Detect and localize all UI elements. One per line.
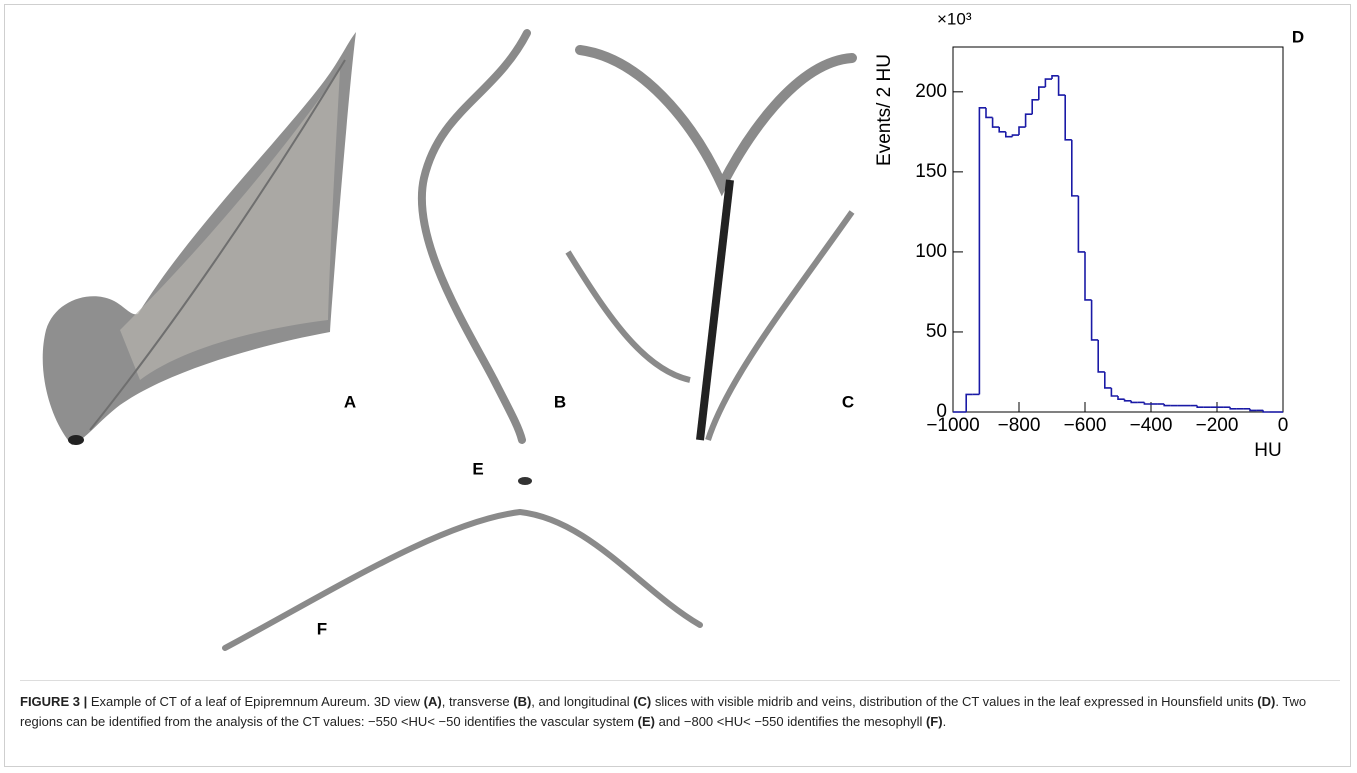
y-axis-label: Events/ 2 HU bbox=[874, 54, 895, 166]
x-tick-label: −400 bbox=[1130, 415, 1173, 436]
caption-text: (C) bbox=[633, 694, 652, 709]
caption-text: and −800 <HU< −550 identifies the mesoph… bbox=[654, 714, 926, 729]
caption-text: , transverse bbox=[441, 694, 514, 709]
caption-text: Example of CT of a leaf of Epipremnum Au… bbox=[87, 694, 424, 709]
y-tick-label: 100 bbox=[915, 241, 947, 262]
histogram-step bbox=[965, 393, 973, 412]
histogram-step bbox=[1123, 399, 1132, 402]
caption-text: , and longitudinal bbox=[531, 694, 634, 709]
y-tick-label: 50 bbox=[926, 321, 947, 342]
x-tick-label: −800 bbox=[998, 415, 1041, 436]
histogram-step bbox=[1038, 86, 1046, 100]
histogram-step bbox=[1005, 131, 1013, 138]
histogram-step bbox=[1143, 402, 1151, 405]
x-tick-label: 0 bbox=[1278, 415, 1289, 436]
longitudinal-slice bbox=[575, 45, 857, 197]
caption-rule bbox=[20, 680, 1340, 681]
caption-text: (F) bbox=[925, 714, 943, 729]
histogram-step bbox=[1117, 395, 1125, 400]
histogram-step bbox=[1262, 410, 1270, 413]
mesophyll-region bbox=[222, 508, 703, 651]
y-multiplier: ×10³ bbox=[937, 9, 972, 28]
x-tick-label: −600 bbox=[1064, 415, 1107, 436]
histogram-step bbox=[991, 117, 1000, 128]
histogram-step bbox=[1104, 371, 1112, 389]
histogram-step bbox=[1196, 405, 1204, 408]
x-axis-label: HU bbox=[1254, 440, 1281, 461]
histogram-step bbox=[1051, 75, 1059, 80]
histogram-step bbox=[1024, 113, 1033, 128]
vascular-region bbox=[518, 477, 532, 485]
histogram-step bbox=[1110, 387, 1118, 397]
longitudinal-vein bbox=[565, 250, 691, 383]
figure-art: A B C E F D ×10³ Events/ 2 HU HU 0 50 100 150 200 −100… bbox=[42, 9, 1304, 651]
histogram-step bbox=[1163, 403, 1171, 407]
histogram-step bbox=[1064, 95, 1072, 141]
histogram-step bbox=[1229, 407, 1237, 410]
panel-label: A bbox=[344, 392, 356, 411]
histogram-step bbox=[1097, 339, 1105, 373]
histogram-step bbox=[1077, 195, 1085, 253]
histogram-step bbox=[1018, 126, 1026, 136]
caption-text: . Two regions can be identified from the… bbox=[20, 694, 1307, 729]
y-tick-label: 0 bbox=[936, 401, 947, 422]
caption-text: . bbox=[942, 714, 947, 729]
transverse-slice bbox=[417, 29, 531, 444]
panel-label: D bbox=[1292, 27, 1304, 46]
caption-text: slices with visible midrib and veins, di… bbox=[651, 694, 1258, 709]
x-tick-label: −1000 bbox=[926, 415, 979, 436]
panel-label: F bbox=[317, 619, 327, 638]
histogram-step bbox=[1071, 139, 1079, 197]
histogram-step bbox=[1031, 99, 1039, 115]
frame bbox=[4, 4, 1351, 767]
caption-text: (A) bbox=[423, 694, 442, 709]
leaf-midrib bbox=[89, 59, 346, 431]
caption: FIGURE 3 | Example of CT of a leaf of Ep… bbox=[20, 692, 1340, 732]
leaf-3d bbox=[42, 32, 357, 445]
caption-text: (E) bbox=[637, 714, 655, 729]
leaf-3d-highlight bbox=[120, 70, 340, 380]
histogram-step bbox=[1090, 299, 1099, 341]
caption-text: FIGURE 3 | bbox=[20, 694, 88, 709]
longitudinal-midrib bbox=[696, 179, 734, 441]
plot-frame bbox=[952, 46, 1284, 413]
histogram-step bbox=[978, 107, 986, 395]
longitudinal-vein bbox=[705, 210, 855, 441]
histogram-step bbox=[1044, 78, 1052, 88]
panel-label: E bbox=[472, 459, 483, 478]
histogram-step bbox=[1011, 134, 1019, 137]
histogram-step bbox=[1130, 400, 1138, 404]
y-tick-label: 200 bbox=[915, 81, 947, 102]
panel-label: B bbox=[554, 392, 566, 411]
histogram-step bbox=[998, 127, 1006, 133]
panel-label: C bbox=[842, 392, 854, 411]
y-tick-label: 150 bbox=[915, 161, 947, 182]
caption-text: (D) bbox=[1257, 694, 1276, 709]
histogram-step bbox=[1057, 75, 1066, 96]
histogram-step bbox=[985, 107, 993, 119]
caption-text: (B) bbox=[513, 694, 532, 709]
leaf-stem bbox=[68, 435, 84, 445]
histogram-step bbox=[1084, 251, 1092, 301]
histogram-step bbox=[1249, 408, 1257, 412]
x-tick-label: −200 bbox=[1196, 415, 1239, 436]
